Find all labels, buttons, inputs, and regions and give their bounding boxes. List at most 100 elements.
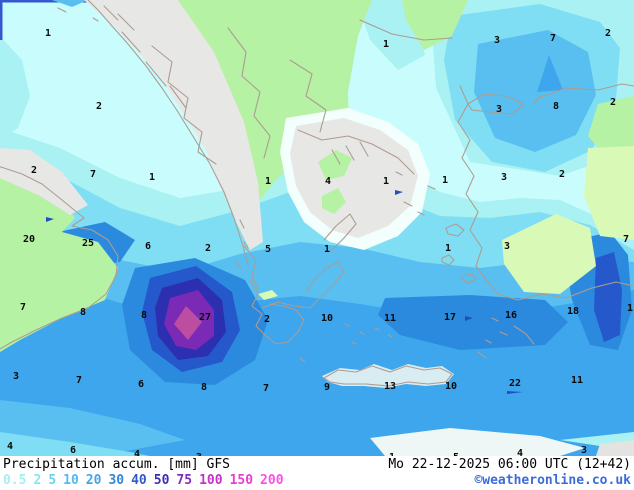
precip-value-label: 6 (144, 241, 152, 252)
precip-value-label: 7 (75, 375, 83, 386)
italy-coast (0, 166, 119, 350)
legend-scale-value: 100 (199, 473, 223, 488)
precip-value-label: 20 (22, 234, 36, 245)
legend-scale-value: 10 (63, 473, 79, 488)
precip-value-label: 6 (69, 445, 77, 456)
precip-value-label: 11 (570, 375, 584, 386)
dry-gray-zones (0, 0, 454, 388)
credit-text: ©weatheronline.co.uk (474, 473, 631, 488)
balkan-border-1 (227, 27, 271, 159)
legend-timestamp: Mo 22-12-2025 06:00 UTC (12+42) (388, 457, 631, 472)
marmara-sea (467, 93, 525, 115)
evia-green-patch (318, 150, 352, 180)
balkan-border-3 (289, 59, 327, 133)
precip-value-label: 9 (323, 382, 331, 393)
precip-value-label: 1 (626, 303, 634, 314)
precip-value-label: 8 (79, 307, 87, 318)
precip-value-label: 1 (323, 244, 331, 255)
precip-value-label: 7 (549, 33, 557, 44)
precip-value-label: 8 (140, 310, 148, 321)
precip-value-label: 1 (441, 175, 449, 186)
adriatic-gray-strip (84, 0, 263, 250)
precip-value-label: 17 (443, 312, 457, 323)
turkey-south-coast (497, 281, 634, 301)
evia-coast (323, 213, 357, 253)
crete-fill (322, 364, 454, 388)
precip-value-label: 2 (263, 314, 271, 325)
precip-value-label: 3 (495, 104, 503, 115)
precip-value-label: 7 (622, 234, 630, 245)
gulf-corinth (261, 301, 311, 309)
legend-scale-value: 150 (229, 473, 254, 488)
precipitation-map: 1 1 3 7 2 2 3 8 2 2 7 1 1 4 1 1 3 2 20 25 6 2 5 1 1 3 7 7 8 8 27 2 10 11 1… (0, 0, 634, 456)
balkan-border-4 (359, 19, 453, 41)
precip-value-label: 11 (383, 313, 397, 324)
precip-value-label: 10 (320, 313, 334, 324)
legend-scale-value: 75 (176, 473, 193, 488)
precip-value-label: 27 (198, 312, 212, 323)
precip-value-label: 16 (504, 310, 518, 321)
precip-value-label: 1 (44, 28, 52, 39)
precip-value-label: 13 (383, 381, 397, 392)
crete-coast (323, 365, 453, 387)
precip-value-label: 5 (264, 244, 272, 255)
legend-scale-value: 40 (131, 473, 147, 488)
attica-coast (305, 261, 345, 309)
precip-value-label: 18 (566, 306, 580, 317)
value-labels-layer: 1 1 3 7 2 2 3 8 2 2 7 1 1 4 1 1 3 2 20 25 6 2 5 1 1 3 7 7 8 8 27 2 10 11 1… (6, 28, 634, 457)
precip-value-label: 2 (30, 165, 38, 176)
precip-value-label: 1 (382, 176, 390, 187)
precip-value-label: 2 (609, 97, 617, 108)
legend-title: Precipitation accum. [mm] GFS (3, 457, 230, 472)
precip-value-label: 3 (196, 453, 202, 457)
precip-value-label: 5 (453, 453, 459, 457)
precip-value-label: 1 (382, 39, 390, 50)
sea-zero-patch (502, 214, 596, 294)
precip-value-label: 10 (444, 381, 458, 392)
precip-value-label: 4 (324, 176, 332, 187)
italy-north-gray (0, 148, 88, 215)
legend-scale-value: 20 (85, 473, 102, 488)
legend-bar: Precipitation accum. [mm] GFS Mo 22-12-2… (0, 456, 634, 490)
thrace-land (402, 0, 468, 50)
storm-core-max (174, 306, 202, 340)
precip-value-label: 8 (200, 382, 208, 393)
legend-scale-value: 0.5 (3, 473, 27, 488)
precip-value-label: 2 (604, 28, 612, 39)
black-sea-coast (537, 83, 634, 99)
precip-value-label: 7 (262, 383, 270, 394)
precip-value-label: 7 (19, 302, 27, 313)
precip-value-label: 25 (81, 238, 95, 249)
precip-value-label: 4 (133, 449, 141, 457)
precip-value-label: 2 (95, 101, 103, 112)
precip-value-label: 3 (493, 35, 501, 46)
legend-scale-value: 2 (33, 473, 42, 488)
precip-value-label: 1 (148, 172, 156, 183)
precip-value-label: 1 (389, 453, 395, 457)
precip-bands (0, 0, 634, 456)
precip-value-label: 22 (508, 378, 522, 389)
precip-value-label: 4 (6, 441, 14, 452)
italy-land (0, 165, 118, 352)
precip-value-label: 4 (516, 448, 524, 457)
attica-green-patch (322, 188, 346, 214)
anatolia-pale (584, 146, 634, 240)
precip-value-label: 8 (552, 101, 560, 112)
legend-scale-value: 200 (260, 473, 284, 488)
precip-value-label: 2 (204, 243, 212, 254)
croatia-coast (87, 0, 249, 267)
legend-scale-value: 5 (48, 473, 57, 488)
albania-coast (243, 245, 259, 291)
precip-value-label: 7 (89, 169, 97, 180)
legend-scale-value: 30 (108, 473, 125, 488)
anatolia-land (588, 96, 634, 150)
precip-value-label: 3 (500, 172, 508, 183)
turkey-west-coast (457, 85, 499, 295)
balkan-border-2 (151, 45, 217, 165)
precip-value-label: 3 (503, 241, 511, 252)
north-aegean-coast (297, 129, 415, 175)
precip-value-label: 1 (264, 176, 272, 187)
precip-value-label: 2 (558, 169, 566, 180)
precip-value-label: 3 (580, 445, 588, 456)
